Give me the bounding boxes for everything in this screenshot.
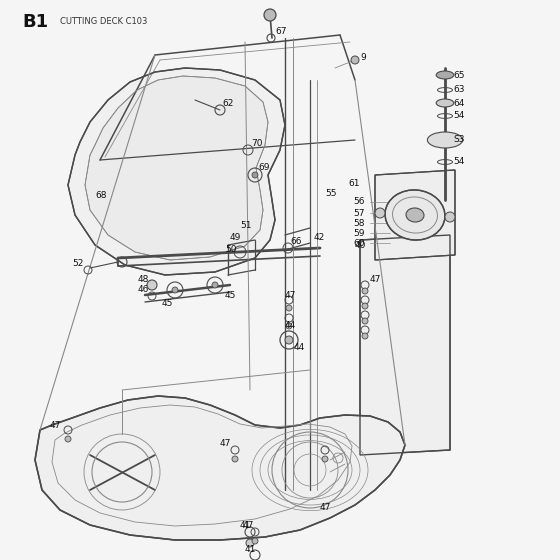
- Circle shape: [212, 282, 218, 288]
- Text: 44: 44: [285, 320, 296, 329]
- Text: 48: 48: [138, 276, 150, 284]
- Circle shape: [445, 212, 455, 222]
- Polygon shape: [85, 76, 268, 260]
- Circle shape: [232, 456, 238, 462]
- Circle shape: [264, 9, 276, 21]
- Text: 68: 68: [95, 190, 106, 199]
- Text: 62: 62: [222, 99, 234, 108]
- Text: 45: 45: [225, 291, 236, 300]
- Text: 41: 41: [240, 520, 251, 530]
- Text: 44: 44: [294, 343, 305, 352]
- Text: 47: 47: [370, 276, 381, 284]
- Circle shape: [252, 172, 258, 178]
- Text: 40: 40: [355, 240, 366, 250]
- Text: 45: 45: [162, 298, 174, 307]
- Text: 52: 52: [72, 259, 83, 268]
- Circle shape: [147, 280, 157, 290]
- Text: 56: 56: [353, 198, 365, 207]
- Circle shape: [375, 208, 385, 218]
- Circle shape: [172, 287, 178, 293]
- Text: 47: 47: [50, 421, 62, 430]
- Text: 63: 63: [453, 86, 464, 95]
- Circle shape: [362, 303, 368, 309]
- Text: 57: 57: [353, 208, 365, 217]
- Ellipse shape: [436, 71, 454, 79]
- Text: 47: 47: [243, 520, 254, 530]
- Text: 59: 59: [353, 228, 365, 237]
- Text: 42: 42: [314, 234, 325, 242]
- Text: 66: 66: [290, 236, 301, 245]
- Polygon shape: [375, 170, 455, 260]
- Text: 47: 47: [220, 438, 231, 447]
- Text: 47: 47: [285, 291, 296, 300]
- Text: 50: 50: [225, 245, 236, 254]
- Text: 43: 43: [410, 227, 421, 236]
- Text: 41: 41: [245, 545, 256, 554]
- Ellipse shape: [427, 132, 463, 148]
- Circle shape: [246, 539, 254, 547]
- Text: 9: 9: [360, 54, 366, 63]
- Text: 55: 55: [325, 189, 337, 198]
- Circle shape: [65, 436, 71, 442]
- Ellipse shape: [385, 190, 445, 240]
- Circle shape: [286, 305, 292, 311]
- Text: 70: 70: [251, 138, 263, 147]
- Ellipse shape: [406, 208, 424, 222]
- Text: 54: 54: [453, 157, 464, 166]
- Text: S3: S3: [453, 136, 464, 144]
- Text: 67: 67: [275, 27, 287, 36]
- Circle shape: [285, 336, 293, 344]
- Text: 64: 64: [453, 99, 464, 108]
- Polygon shape: [360, 235, 450, 455]
- Text: B1: B1: [22, 13, 48, 31]
- Circle shape: [362, 333, 368, 339]
- Circle shape: [362, 318, 368, 324]
- Circle shape: [322, 456, 328, 462]
- Circle shape: [252, 538, 258, 544]
- Circle shape: [351, 56, 359, 64]
- Text: 60: 60: [353, 239, 365, 248]
- Text: 47: 47: [320, 503, 332, 512]
- Circle shape: [362, 288, 368, 294]
- Text: 49: 49: [230, 232, 241, 241]
- Text: 61: 61: [348, 179, 360, 188]
- Text: 65: 65: [453, 71, 464, 80]
- Text: 54: 54: [453, 111, 464, 120]
- Text: CUTTING DECK C103: CUTTING DECK C103: [60, 17, 147, 26]
- Text: 51: 51: [240, 221, 251, 230]
- Polygon shape: [68, 68, 285, 275]
- Circle shape: [286, 323, 292, 329]
- Text: 46: 46: [138, 286, 150, 295]
- Text: 58: 58: [353, 218, 365, 227]
- Ellipse shape: [436, 99, 454, 107]
- Text: 69: 69: [258, 164, 269, 172]
- Polygon shape: [35, 396, 405, 540]
